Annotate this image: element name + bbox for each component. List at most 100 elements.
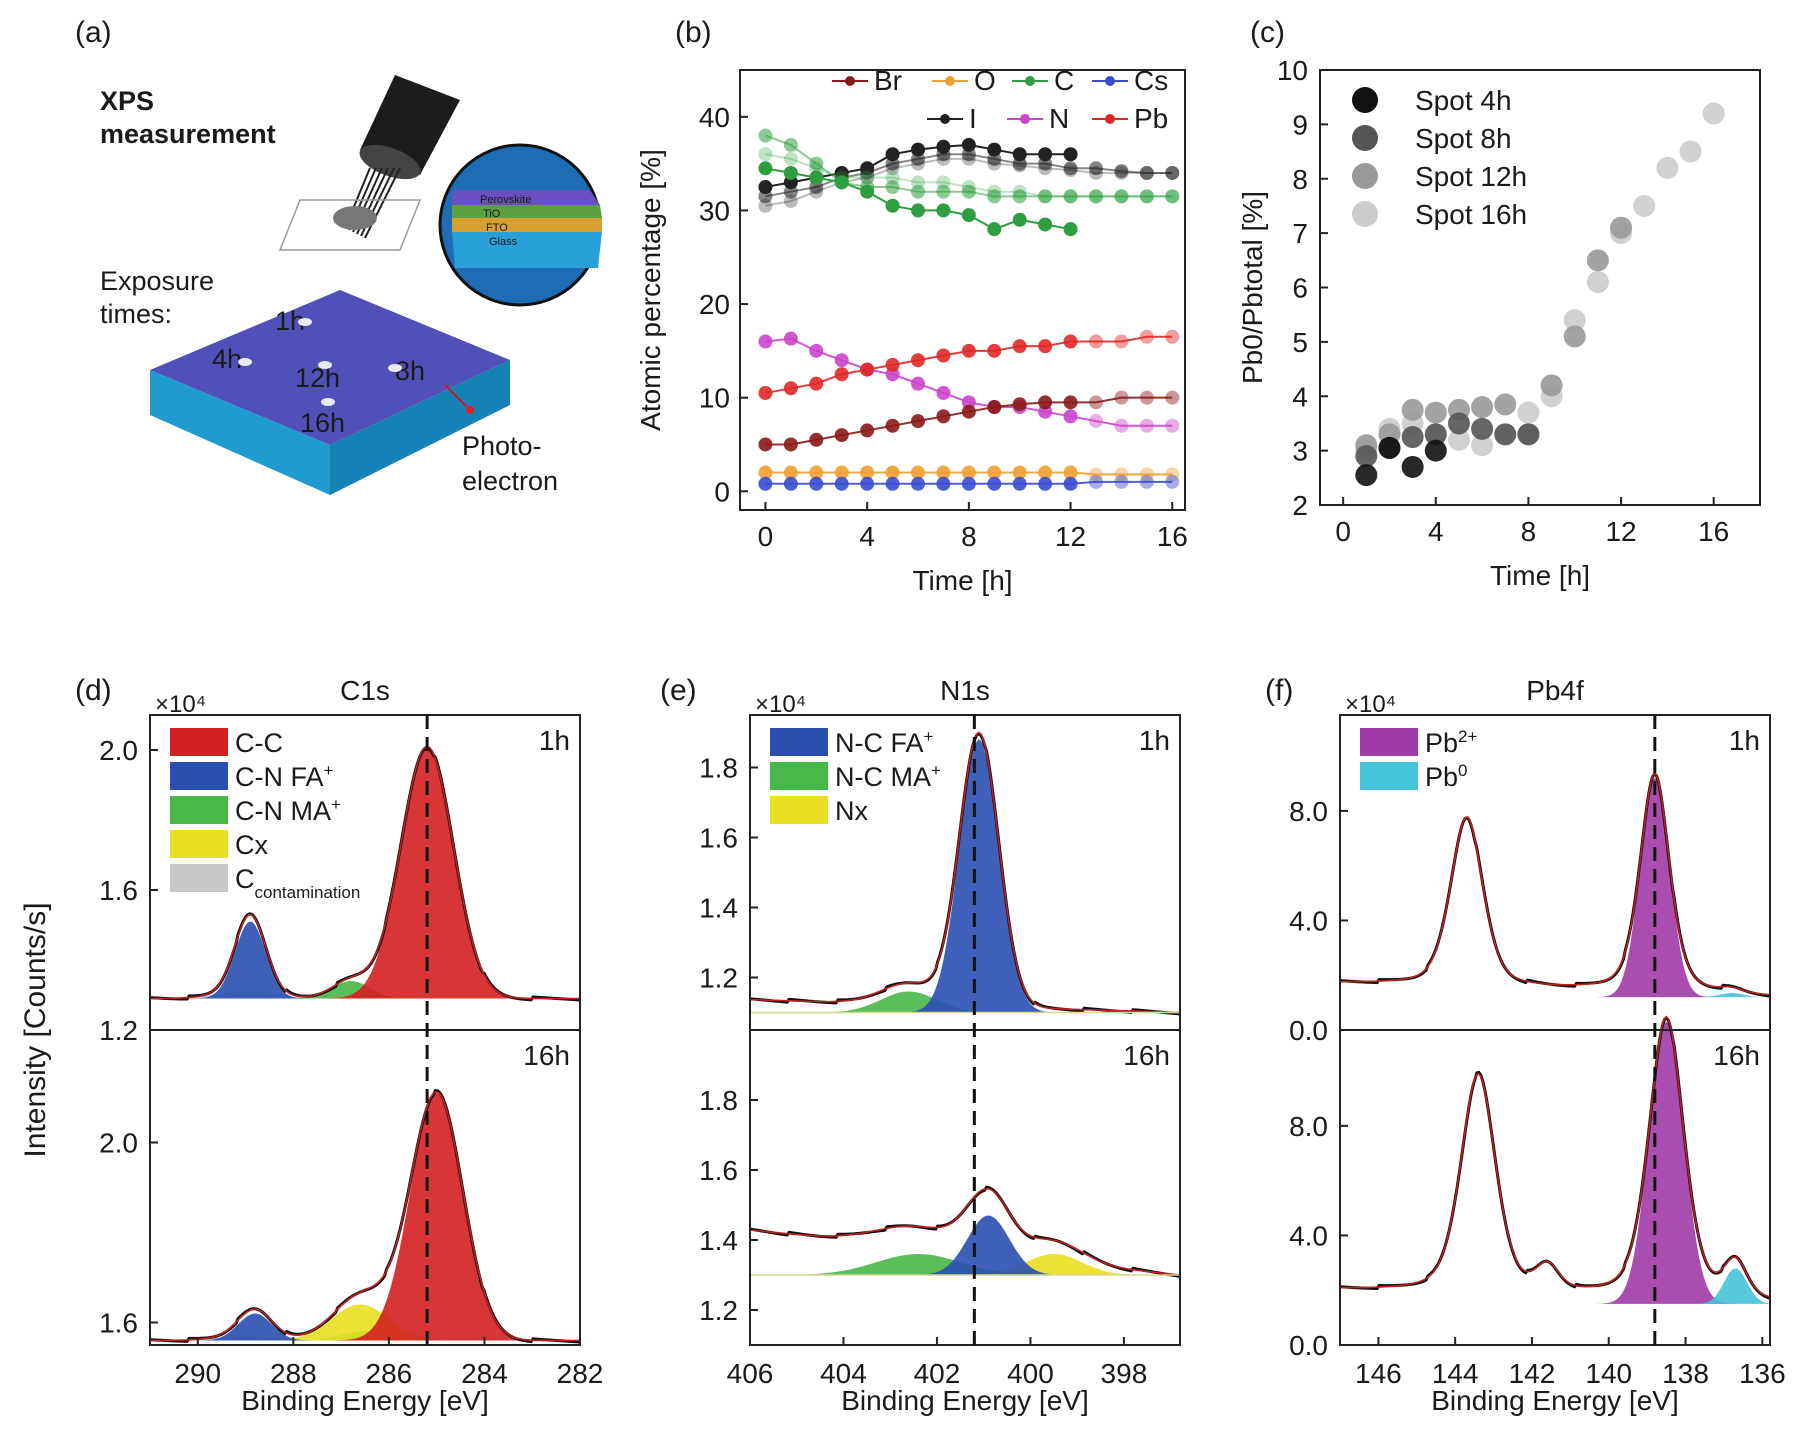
x-tick-label: 136: [1739, 1358, 1786, 1389]
data-point-C: [987, 184, 1002, 199]
data-point-I: [1063, 161, 1078, 176]
panel-letter: (a): [75, 16, 112, 49]
data-point-C: [783, 165, 798, 180]
data-point-O: [987, 465, 1002, 480]
sample-plane: [278, 199, 422, 251]
panel-letter: (c): [1250, 16, 1285, 49]
x-tick-label: 0: [758, 521, 774, 552]
x-axis-label: Binding Energy [eV]: [841, 1385, 1089, 1416]
data-point-spot: [1563, 325, 1586, 348]
spectrum-title: C1s: [340, 675, 390, 706]
data-point-Br: [885, 418, 900, 433]
data-point-O: [885, 465, 900, 480]
legend-label: C: [1054, 65, 1074, 96]
y-tick-label: 1.2: [99, 1015, 138, 1046]
data-point-Br: [1012, 397, 1027, 412]
legend-label-main: Pb: [1425, 728, 1458, 758]
legend-marker: [1352, 163, 1378, 189]
data-point-spot: [1355, 445, 1378, 468]
y-tick-label: 20: [699, 289, 730, 320]
legend-marker: [945, 76, 955, 86]
peak-fill-cx: [150, 1304, 580, 1341]
legend: Br O C Cs I N Pb: [832, 65, 1168, 134]
fit-envelope-line: [1339, 1015, 1771, 1298]
data-point-I: [1114, 164, 1129, 179]
data-point-C: [834, 175, 849, 190]
data-point-Cs: [987, 476, 1002, 491]
peak-fill-cc: [150, 1093, 580, 1341]
legend-marker: [1352, 87, 1378, 113]
y-axis-label: Atomic percentage [%]: [635, 149, 666, 431]
data-point-Br: [961, 404, 976, 419]
data-point-C: [1012, 184, 1027, 199]
data-point-C: [1012, 189, 1027, 204]
data-point-spot: [1610, 216, 1633, 239]
data-point-C: [783, 137, 798, 152]
data-point-I: [1089, 165, 1103, 180]
x-tick-label: 4: [1428, 516, 1444, 547]
data-point-I: [961, 151, 976, 166]
data-point-Pb: [860, 362, 875, 377]
legend-label: Pb: [1134, 103, 1168, 134]
data-point-O: [1038, 465, 1053, 480]
data-point-O: [936, 465, 951, 480]
data-point-C: [885, 198, 900, 213]
panel-letter: (e): [660, 674, 697, 707]
data-point-C: [911, 203, 925, 218]
legend-swatch: [770, 728, 828, 756]
plot-frame: [1339, 1029, 1771, 1346]
data-point-Pb: [1063, 334, 1078, 349]
y-tick-label: 1.2: [699, 963, 738, 994]
data-point-C: [1139, 189, 1154, 204]
exposure-label: Exposure: [100, 266, 214, 296]
exposure-spot: [321, 398, 335, 406]
x-tick-label: 144: [1432, 1358, 1479, 1389]
data-point-spot: [1679, 140, 1702, 163]
legend-label-sup: contamination: [255, 883, 361, 902]
data-point-spot: [1378, 436, 1401, 459]
data-point-I: [911, 156, 925, 171]
fit-envelope-line: [1339, 772, 1771, 996]
data-point-C: [1139, 189, 1154, 204]
data-point-N: [783, 331, 798, 346]
data-point-Br: [1139, 390, 1154, 405]
data-point-O: [1139, 467, 1154, 482]
x-tick-label: 140: [1585, 1358, 1632, 1389]
legend-label: C-C: [235, 728, 283, 758]
panel-letter: (b): [675, 16, 712, 49]
y-multiplier: ×10⁴: [1345, 691, 1396, 718]
data-point-I: [1063, 163, 1078, 178]
data-point-C: [1063, 222, 1078, 237]
data-point-Br: [834, 428, 849, 443]
plot-frame: [739, 69, 1186, 511]
legend-marker: [1105, 114, 1115, 124]
legend-swatch: [1360, 728, 1418, 756]
data-point-Cs: [936, 476, 951, 491]
subplot-1h: 0.0 4.0 8.0 1h: [1289, 714, 1771, 1046]
legend-marker: [1020, 114, 1030, 124]
xps-title-line: XPS: [100, 86, 154, 116]
time-label: 16h: [1123, 1040, 1170, 1071]
fit-envelope-line: [749, 731, 1181, 1014]
exposure-spot-label: 16h: [300, 408, 345, 438]
data-point-I: [936, 151, 951, 166]
spectrum-title: N1s: [940, 675, 990, 706]
data-point-spot: [1633, 194, 1656, 217]
legend: N-C FA+N-C MA+Nx: [770, 727, 941, 826]
y-tick-label: 0.0: [1289, 1015, 1328, 1046]
exposure-spot-label: 8h: [395, 356, 425, 386]
y-tick-label: 1.6: [699, 1155, 738, 1186]
data-point-spot: [1447, 412, 1470, 435]
x-tick-label: 12: [1055, 521, 1086, 552]
data-point-C: [936, 175, 951, 190]
time-label: 1h: [1139, 725, 1170, 756]
x-tick-label: 4: [859, 521, 875, 552]
legend-label: Cs: [1134, 65, 1168, 96]
x-tick-label: 398: [1101, 1358, 1148, 1389]
plot-frame: [749, 1029, 1181, 1346]
plot-frame: [149, 1029, 581, 1346]
legend-label: Br: [874, 65, 902, 96]
data-point-O: [1089, 467, 1103, 482]
data-point-spot: [1471, 434, 1494, 457]
y-axis-label: Pb0/Pbtotal [%]: [1237, 191, 1268, 384]
